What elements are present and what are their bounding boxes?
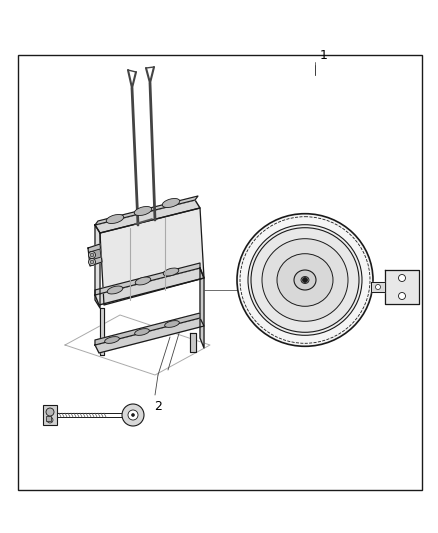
- Ellipse shape: [277, 254, 333, 306]
- Bar: [43, 405, 57, 425]
- Ellipse shape: [251, 228, 359, 332]
- Ellipse shape: [107, 286, 123, 294]
- Ellipse shape: [294, 270, 316, 290]
- Circle shape: [47, 417, 53, 423]
- Polygon shape: [371, 282, 385, 292]
- Circle shape: [131, 414, 134, 416]
- Polygon shape: [200, 268, 204, 348]
- Polygon shape: [95, 196, 198, 225]
- Ellipse shape: [105, 337, 119, 343]
- Polygon shape: [95, 313, 200, 345]
- Polygon shape: [100, 308, 104, 355]
- Polygon shape: [95, 268, 204, 305]
- Ellipse shape: [163, 268, 179, 276]
- Circle shape: [128, 410, 138, 420]
- Polygon shape: [95, 225, 100, 308]
- Circle shape: [46, 408, 54, 416]
- Circle shape: [90, 253, 94, 257]
- Circle shape: [88, 259, 95, 265]
- Ellipse shape: [162, 198, 180, 207]
- Circle shape: [399, 293, 406, 300]
- Circle shape: [399, 274, 406, 281]
- Circle shape: [303, 278, 307, 282]
- Circle shape: [122, 404, 144, 426]
- Ellipse shape: [301, 277, 309, 284]
- Ellipse shape: [106, 214, 124, 223]
- Bar: [18, 55, 422, 490]
- Ellipse shape: [262, 239, 348, 321]
- Ellipse shape: [134, 206, 152, 215]
- Bar: [46, 416, 51, 421]
- Text: 1: 1: [320, 49, 328, 62]
- Polygon shape: [88, 244, 102, 266]
- Polygon shape: [95, 318, 204, 353]
- Polygon shape: [100, 208, 204, 305]
- Polygon shape: [95, 200, 200, 233]
- Circle shape: [90, 260, 94, 264]
- Text: 2: 2: [154, 400, 162, 413]
- Ellipse shape: [165, 321, 179, 327]
- Polygon shape: [190, 333, 196, 352]
- Ellipse shape: [248, 225, 362, 335]
- Circle shape: [375, 285, 381, 289]
- Polygon shape: [385, 270, 419, 304]
- Ellipse shape: [134, 329, 149, 335]
- Ellipse shape: [237, 214, 373, 346]
- Ellipse shape: [135, 277, 151, 285]
- Circle shape: [88, 252, 95, 259]
- Polygon shape: [95, 263, 200, 295]
- Polygon shape: [90, 249, 101, 260]
